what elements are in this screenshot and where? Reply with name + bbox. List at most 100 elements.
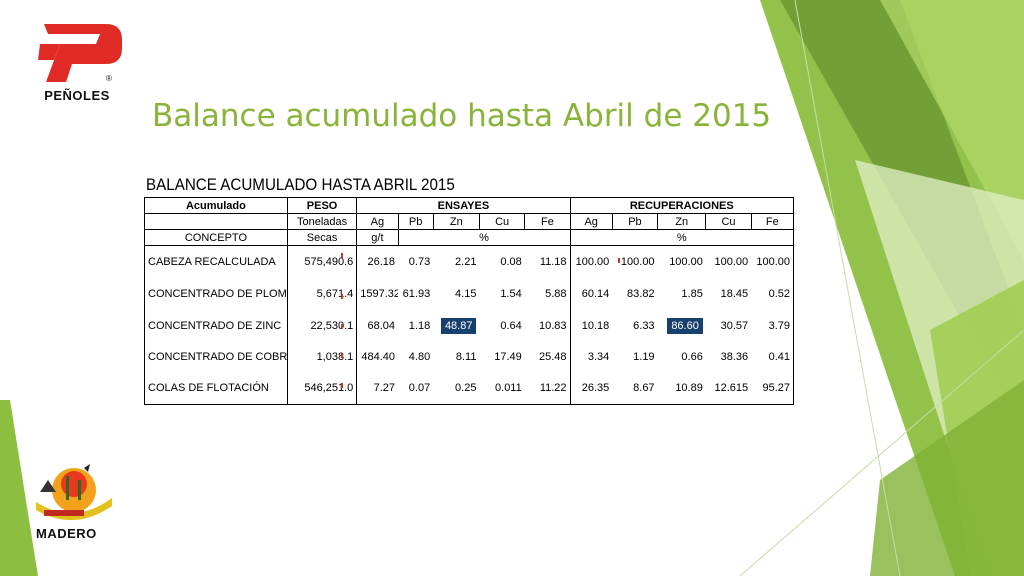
header-ens-fe: Fe [524,213,571,230]
cell-recuperacion: 83.82 [627,288,655,300]
cell-recuperacion: 3.34 [587,351,610,363]
cell-recuperacion: 1.19 [633,351,655,363]
table-row: CONCENTRADO DE COBRE 1,038.1 484.40 4.80 8.1… [144,342,795,372]
cell-recuperacion: 38.36 [720,351,749,363]
cell-ensaye: 11.18 [524,245,571,278]
table-caption: BALANCE ACUMULADO HASTA ABRIL 2015 [146,176,455,194]
header-unit-recuperaciones: % [569,229,795,246]
penoles-wordmark: PEÑOLES [44,88,110,103]
madero-emblem-icon [36,464,112,521]
cell-ensaye: 26.18 [367,256,395,268]
table-body: CABEZA RECALCULADA 575,490.6 26.18 0.73 2.21… [144,245,795,405]
cell-recuperacion: 100.00 [575,256,610,268]
page-title: Balance acumulado hasta Abril de 2015 [152,98,772,134]
cell-ensaye: 0.07 [398,372,434,405]
header-ens-pb: Pb [397,213,434,230]
cell-concepto: CONCENTRADO DE ZINC [144,310,288,342]
cell-recuperacion: 86.60 [658,310,706,342]
red-tick-mark [341,324,343,329]
header-ens-cu: Cu [478,213,526,230]
penoles-logo: ® PEÑOLES [36,18,126,108]
cell-ensaye: 0.73 [408,256,431,268]
cell-recuperacion: 12.615 [705,372,752,405]
red-tick-mark [341,353,343,358]
cell-concepto: COLAS DE FLOTACIÓN [144,372,288,405]
cell-peso: 546,251.0 [287,372,358,405]
highlighted-value: 86.60 [667,318,703,334]
header-ens-zn: Zn [432,213,480,230]
cell-peso: 575,490.6 [287,245,358,278]
header-toneladas: Toneladas [286,213,358,230]
cell-ensaye: 61.93 [402,288,431,300]
registered-mark: ® [106,74,112,83]
cell-peso: 22,530.1 [287,310,358,342]
cell-ensaye: 1597.32 [360,288,398,300]
cell-recuperacion: 95.27 [751,372,795,405]
cell-concepto: CABEZA RECALCULADA [144,245,288,278]
header-rec-ag: Ag [569,213,613,230]
cell-ensaye: 0.011 [479,372,525,405]
highlighted-value: 48.87 [440,318,477,334]
red-tick-mark [618,258,620,263]
cell-recuperacion: 100.00 [714,256,749,268]
cell-ensaye: 0.08 [500,256,522,268]
table-row: CONCENTRADO DE ZINC 22,530.1 68.04 1.18 48.8… [144,310,795,342]
madero-logo: MADERO [26,462,122,546]
cell-ensaye: 5.88 [524,278,571,310]
header-rec-cu: Cu [705,213,752,230]
cell-concepto: CONCENTRADO DE COBRE [144,342,288,372]
header-recuperaciones: RECUPERACIONES [569,197,795,214]
cell-ensaye: 0.25 [433,372,480,405]
cell-recuperacion: 0.41 [751,342,795,372]
cell-ensaye: 1.18 [408,320,431,332]
cell-recuperacion: 1.85 [681,288,703,300]
cell-recuperacion: 10.89 [657,372,706,405]
header-concepto: CONCEPTO [144,229,288,246]
cell-ensaye: 4.15 [455,288,477,300]
cell-recuperacion: 8.67 [612,372,658,405]
cell-ensaye: 17.49 [494,351,522,363]
cell-recuperacion: 100.00 [669,256,703,268]
header-acumulado: Acumulado [144,197,288,214]
red-tick-mark [341,294,343,299]
header-rec-fe: Fe [750,213,795,230]
header-rec-pb: Pb [611,213,659,230]
cell-peso: 5,671.4 [287,278,358,310]
cell-ensaye: 7.27 [356,372,398,405]
red-tick-mark [341,253,343,258]
cell-recuperacion: 10.18 [581,320,610,332]
cell-recuperacion: 6.33 [633,320,655,332]
header-unit-gt: g/t [356,229,399,246]
madero-wordmark: MADERO [36,526,97,541]
cell-ensaye: 2.21 [455,256,477,268]
header-unit-ensayes: % [397,229,571,246]
cell-ensaye: 0.64 [500,320,522,332]
table-row: CABEZA RECALCULADA 575,490.6 26.18 0.73 2.21… [144,245,795,278]
header-secas: Secas [286,229,358,246]
cell-ensaye: 11.22 [524,372,571,405]
penoles-p-icon [38,24,122,82]
header-rec-zn: Zn [657,213,707,230]
cell-recuperacion: 100.00 [620,256,655,268]
red-tick-mark [341,383,343,388]
cell-peso: 1,038.1 [287,342,358,372]
header-empty [144,213,288,230]
cell-ensaye: 10.83 [524,310,571,342]
table-row: CONCENTRADO DE PLOMO 5,671.4 1597.32 61.93 4… [144,278,795,310]
cell-recuperacion: 18.45 [720,288,749,300]
cell-ensaye: 68.04 [367,320,395,332]
cell-ensaye: 8.11 [455,351,477,363]
cell-concepto: CONCENTRADO DE PLOMO [144,278,288,310]
cell-recuperacion: 0.52 [751,278,795,310]
cell-recuperacion: 30.57 [720,320,749,332]
cell-ensaye: 25.48 [524,342,571,372]
cell-ensaye: 48.87 [433,310,479,342]
cell-recuperacion: 0.66 [681,351,703,363]
table-row: COLAS DE FLOTACIÓN 546,251.0 7.27 0.07 0.25 0… [144,372,795,405]
header-ensayes: ENSAYES [356,197,571,214]
balance-table: Acumulado PESO ENSAYES RECUPERACIONES To… [144,197,795,405]
cell-ensaye: 1.54 [500,288,522,300]
cell-recuperacion: 60.14 [581,288,610,300]
header-peso: PESO [286,197,358,214]
